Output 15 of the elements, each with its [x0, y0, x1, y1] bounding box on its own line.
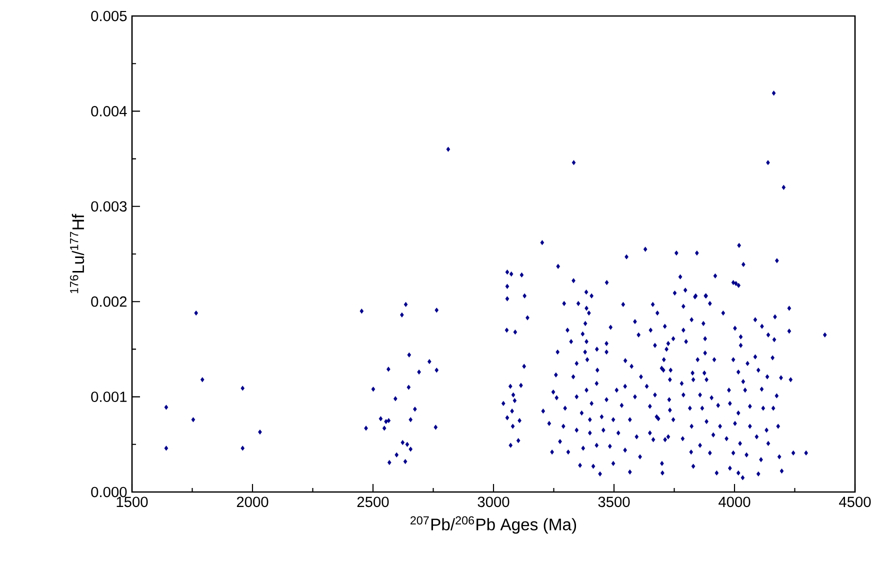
- y-tick-label: 0.003: [91, 201, 127, 212]
- y-tick-label: 0.001: [91, 392, 127, 402]
- x-tick-label: 4500: [839, 496, 871, 508]
- x-tick-label: 2500: [357, 496, 389, 508]
- y-tick-label: 0.000: [91, 486, 127, 498]
- y-axis-title: $^{176}$Lu/$^{177}$Hf: [70, 214, 84, 294]
- x-tick-label: 3000: [478, 496, 510, 508]
- y-tick-label: 0.005: [91, 10, 127, 22]
- x-tick-label: 3500: [598, 496, 630, 508]
- y-tick-label: 0.004: [91, 106, 127, 116]
- x-tick-label: 1500: [116, 496, 148, 508]
- x-tick-label: 2000: [236, 496, 268, 508]
- x-tick-label: 4000: [718, 496, 750, 508]
- y-tick-label: 0.002: [91, 296, 127, 307]
- x-axis-title: $^{207}$Pb/$^{206}$Pb Ages (Ma): [410, 516, 576, 534]
